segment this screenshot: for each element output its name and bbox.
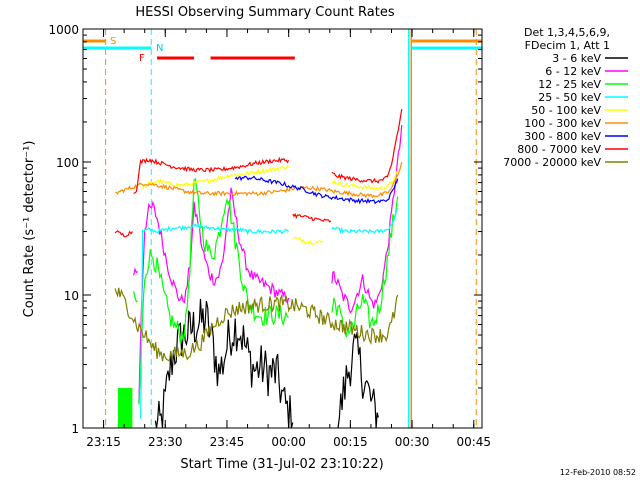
saa-flag-label: S	[110, 36, 116, 47]
series-line	[114, 161, 403, 199]
axes: 23:15 23:30 23:45 00:00 00:15 00:30 00:45 1 10 10…	[48, 23, 491, 449]
legend-entry-label: 100 - 300 keV	[524, 117, 601, 130]
series-line	[138, 187, 290, 404]
x-tick-label: 00:15	[333, 435, 368, 449]
flare-flag-label: F	[139, 53, 145, 64]
series-line	[114, 287, 399, 362]
series-line	[292, 212, 332, 223]
series-line	[138, 177, 289, 405]
series-line	[337, 331, 379, 429]
series-line	[133, 290, 138, 303]
series-line	[234, 175, 399, 205]
chart-title: HESSI Observing Summary Count Rates	[135, 5, 394, 20]
legend-entry-label: 3 - 6 keV	[552, 52, 601, 65]
series-line	[292, 236, 324, 245]
legend-header: FDecim 1, Att 1	[525, 39, 610, 52]
series-line	[140, 222, 290, 419]
observing-annotations: S NF	[83, 29, 482, 428]
series-line	[331, 196, 399, 338]
night-flag-label: N	[156, 43, 163, 54]
series-line	[331, 170, 398, 191]
x-tick-label: 00:00	[271, 435, 306, 449]
plot-frame	[82, 28, 483, 429]
legend-entry-label: 300 - 800 keV	[524, 130, 601, 143]
series-line	[331, 207, 399, 235]
series-line	[133, 267, 138, 276]
x-axis-label: Start Time (31-Jul-02 23:10:22)	[180, 457, 383, 472]
legend-entry-label: 7000 - 20000 keV	[503, 156, 601, 169]
x-tick-label: 23:15	[86, 435, 121, 449]
y-tick-label: 100	[56, 156, 79, 170]
y-tick-label: 1	[71, 422, 79, 436]
y-tick-label: 10	[64, 289, 79, 303]
legend-entry-label: 800 - 7000 keV	[517, 143, 601, 156]
legend-header: Det 1,3,4,5,6,9,	[524, 26, 610, 39]
series-group	[114, 108, 403, 429]
x-tick-label: 23:30	[148, 435, 183, 449]
legend: Det 1,3,4,5,6,9,FDecim 1, Att 13 - 6 keV…	[503, 26, 628, 169]
green-block	[117, 387, 133, 428]
x-tick-label: 00:30	[395, 435, 430, 449]
series-line	[331, 108, 403, 184]
series-line	[142, 164, 290, 189]
series-line	[133, 156, 290, 194]
legend-entry-label: 25 - 50 keV	[538, 91, 601, 104]
legend-entry-label: 6 - 12 keV	[545, 65, 601, 78]
series-line	[114, 230, 133, 238]
y-axis-label: Count Rate (s⁻¹ detector⁻¹)	[22, 141, 37, 318]
legend-entry-label: 12 - 25 keV	[538, 78, 601, 91]
x-tick-label: 00:45	[456, 435, 491, 449]
series-line	[331, 124, 403, 314]
footer-date: 12-Feb-2010 08:52	[560, 468, 636, 477]
x-tick-label: 23:45	[210, 435, 245, 449]
y-tick-label: 1000	[48, 23, 79, 37]
legend-entry-label: 50 - 100 keV	[531, 104, 601, 117]
